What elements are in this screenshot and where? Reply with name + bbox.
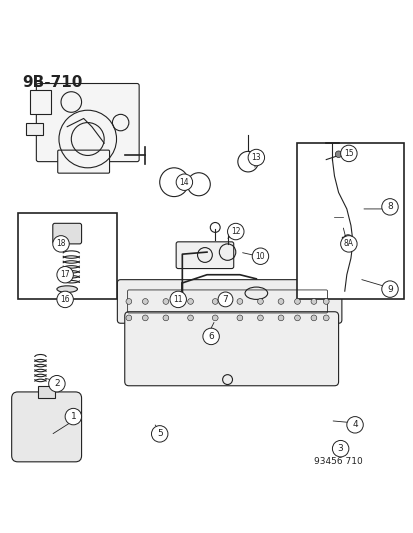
Circle shape (49, 375, 65, 392)
Circle shape (294, 298, 299, 304)
Ellipse shape (57, 286, 77, 293)
Circle shape (323, 298, 328, 304)
Circle shape (278, 298, 283, 304)
Circle shape (237, 315, 242, 321)
Circle shape (57, 291, 73, 308)
Circle shape (340, 145, 356, 161)
FancyBboxPatch shape (297, 143, 404, 300)
Circle shape (187, 298, 193, 304)
Circle shape (212, 315, 218, 321)
Circle shape (53, 236, 69, 252)
Text: 11: 11 (173, 295, 183, 304)
Circle shape (202, 328, 219, 345)
Circle shape (151, 426, 168, 442)
Circle shape (237, 298, 242, 304)
Circle shape (126, 315, 131, 321)
Circle shape (310, 298, 316, 304)
Circle shape (381, 199, 397, 215)
Circle shape (323, 315, 328, 321)
Text: 8A: 8A (343, 239, 353, 248)
Bar (30, 90, 51, 115)
Circle shape (218, 292, 233, 307)
FancyBboxPatch shape (18, 213, 116, 300)
FancyBboxPatch shape (53, 223, 81, 244)
Text: 1: 1 (70, 412, 76, 421)
Circle shape (187, 315, 193, 321)
FancyBboxPatch shape (117, 280, 341, 323)
Circle shape (346, 417, 362, 433)
Circle shape (247, 149, 264, 166)
FancyBboxPatch shape (176, 242, 233, 269)
Text: 7: 7 (222, 295, 228, 304)
Circle shape (332, 440, 348, 457)
Text: 9B-710: 9B-710 (22, 75, 82, 90)
Circle shape (294, 315, 299, 321)
Circle shape (310, 315, 316, 321)
Bar (26, 123, 43, 135)
Text: 10: 10 (255, 252, 265, 261)
Text: 6: 6 (208, 332, 214, 341)
Circle shape (142, 315, 148, 321)
Circle shape (252, 248, 268, 264)
Circle shape (381, 281, 397, 297)
Bar (38, 386, 55, 398)
Circle shape (65, 408, 81, 425)
Circle shape (176, 174, 192, 190)
Circle shape (212, 298, 218, 304)
FancyBboxPatch shape (12, 392, 81, 462)
FancyBboxPatch shape (36, 84, 139, 161)
Text: 8: 8 (386, 203, 392, 212)
Circle shape (335, 151, 341, 158)
Circle shape (340, 236, 356, 252)
Circle shape (227, 223, 243, 240)
Text: 14: 14 (179, 177, 189, 187)
Text: 93456 710: 93456 710 (313, 457, 362, 466)
Text: 3: 3 (337, 444, 343, 453)
Text: 15: 15 (343, 149, 353, 158)
Text: 13: 13 (251, 153, 261, 162)
FancyBboxPatch shape (124, 312, 338, 386)
Text: 18: 18 (56, 239, 66, 248)
Text: 12: 12 (230, 227, 240, 236)
Text: 17: 17 (60, 270, 70, 279)
Text: 4: 4 (351, 421, 357, 429)
Text: 5: 5 (157, 430, 162, 438)
Circle shape (257, 298, 263, 304)
Circle shape (142, 298, 148, 304)
Circle shape (163, 298, 169, 304)
Circle shape (257, 315, 263, 321)
Text: 2: 2 (54, 379, 59, 388)
Circle shape (163, 315, 169, 321)
Circle shape (126, 298, 131, 304)
Circle shape (170, 291, 186, 308)
FancyBboxPatch shape (57, 150, 109, 173)
Text: 9: 9 (386, 285, 392, 294)
Text: 16: 16 (60, 295, 70, 304)
Circle shape (278, 315, 283, 321)
Circle shape (57, 266, 73, 283)
